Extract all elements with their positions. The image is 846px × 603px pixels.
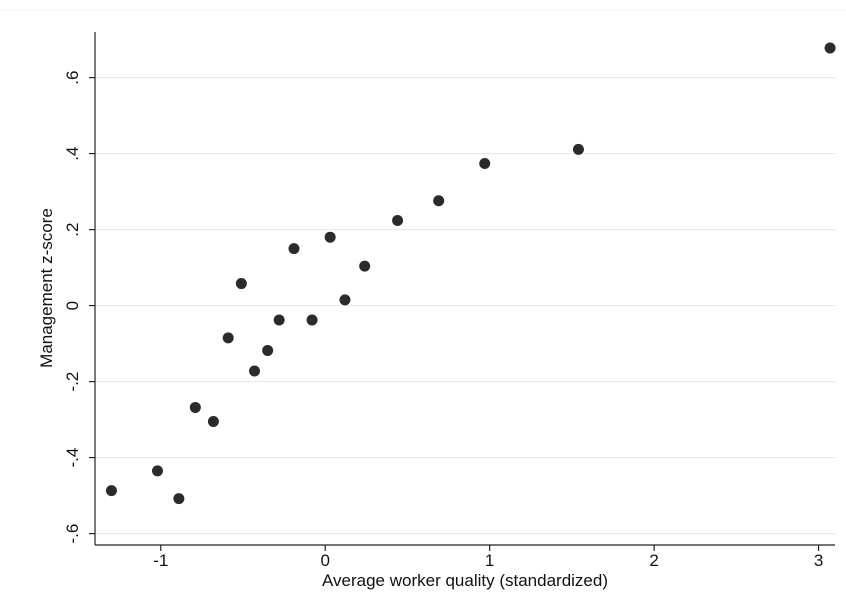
y-tick-label: -.4 <box>63 448 82 468</box>
y-ticks: -.6 -.4 -.2 0 .2 .4 .6 <box>63 71 95 544</box>
data-points <box>105 42 836 505</box>
data-point <box>288 243 300 255</box>
data-point <box>262 344 274 356</box>
y-tick-label: -.2 <box>63 372 82 392</box>
data-point <box>824 42 836 54</box>
data-point <box>173 493 185 505</box>
data-point <box>189 401 201 413</box>
y-tick-label: .2 <box>63 223 82 237</box>
y-tick-label: 0 <box>63 301 82 310</box>
data-point <box>359 260 371 272</box>
x-axis-title: Average worker quality (standardized) <box>322 571 608 590</box>
gridlines <box>95 77 835 535</box>
data-point <box>235 278 247 290</box>
y-tick-label: .6 <box>63 71 82 85</box>
data-point <box>392 214 404 226</box>
data-point <box>572 143 584 155</box>
x-tick-label: -1 <box>153 551 168 570</box>
axes <box>94 32 835 546</box>
data-point <box>222 332 234 344</box>
data-point <box>479 157 491 169</box>
data-point <box>324 231 336 243</box>
y-tick-label: .4 <box>63 147 82 161</box>
x-tick-label: 3 <box>814 551 823 570</box>
y-axis-title: Management z-score <box>37 208 56 368</box>
data-point <box>207 416 219 427</box>
data-point <box>249 365 261 377</box>
data-point <box>306 314 318 326</box>
data-point <box>433 195 445 207</box>
x-tick-label: 0 <box>320 551 329 570</box>
y-tick-label: -.6 <box>63 524 82 544</box>
x-ticks: -1 0 1 2 3 <box>153 545 823 570</box>
data-point <box>151 465 163 477</box>
x-tick-label: 2 <box>649 551 658 570</box>
data-point <box>339 294 351 306</box>
data-point <box>273 314 285 326</box>
data-point <box>105 485 117 497</box>
x-tick-label: 1 <box>485 551 494 570</box>
